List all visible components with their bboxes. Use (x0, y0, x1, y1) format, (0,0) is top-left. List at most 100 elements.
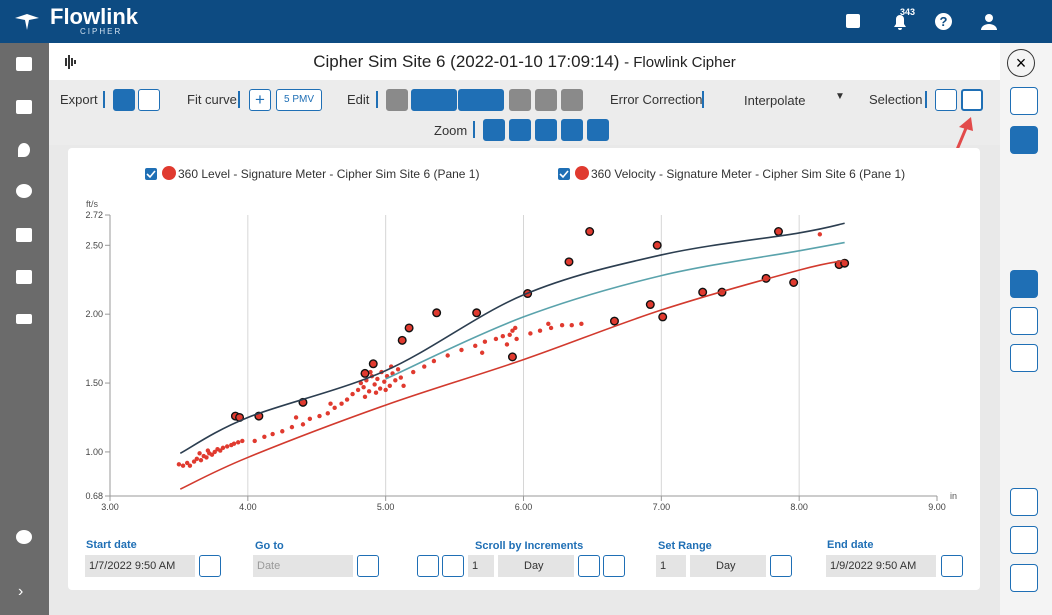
zoom-fit-button[interactable] (535, 119, 557, 141)
legend-swatch (162, 166, 176, 180)
scroll-unit-select[interactable]: Day (498, 555, 574, 577)
y-tick-label: 2.50 (85, 240, 103, 250)
copy-button[interactable] (1010, 564, 1038, 592)
data-point (507, 332, 512, 338)
nav-dashboard[interactable] (16, 57, 32, 71)
data-point (473, 343, 478, 349)
outlier-point (585, 227, 595, 237)
nav-reports[interactable] (16, 270, 32, 284)
outlier-point (397, 335, 407, 345)
outlier-point (698, 287, 708, 297)
fit-curve (385, 241, 845, 380)
window-title: Cipher Sim Site 6 (2022-01-10 17:09:14) (313, 52, 620, 71)
notification-count: 343 (900, 7, 916, 17)
data-point (537, 328, 543, 333)
undo-button[interactable] (509, 89, 531, 111)
data-point (479, 350, 485, 355)
data-point (559, 322, 565, 328)
zoom-home-all-button[interactable] (509, 119, 531, 141)
help-icon[interactable]: ? (935, 13, 952, 30)
range-enter-button[interactable] (770, 555, 792, 577)
edit-horizontal-button[interactable] (411, 89, 457, 111)
outlier-point (645, 300, 655, 310)
outlier-point (652, 240, 662, 250)
edit-vertical-button[interactable] (458, 89, 504, 111)
data-point (350, 391, 355, 397)
range-label: Set Range (658, 540, 712, 552)
data-point (355, 387, 361, 393)
legend-swatch (575, 166, 589, 180)
data-point (325, 411, 330, 416)
export-list-button[interactable] (138, 89, 160, 111)
user-icon[interactable] (980, 13, 998, 31)
add-curve-button[interactable]: + (249, 89, 271, 111)
pmv-dropdown[interactable]: 5 PMV (276, 89, 322, 111)
nav-expand[interactable]: › (18, 583, 24, 600)
data-point (231, 441, 237, 446)
logo-mark (15, 14, 39, 30)
save-button[interactable] (113, 89, 135, 111)
data-point (493, 336, 499, 342)
data-point (180, 463, 186, 468)
top-bar: Flowlink CIPHER 343 ? (0, 0, 1052, 43)
close-button[interactable]: × (1007, 49, 1035, 77)
edit-save-button[interactable] (535, 89, 557, 111)
nav-location[interactable] (18, 143, 30, 157)
separator (376, 91, 378, 108)
x-unit: in (950, 491, 957, 501)
data-point (817, 232, 823, 237)
zoom-home-button[interactable] (483, 119, 505, 141)
edit-reset-button[interactable] (386, 89, 408, 111)
data-point (235, 440, 241, 445)
start-date-calendar[interactable] (199, 555, 221, 577)
record-button[interactable] (1010, 87, 1038, 115)
data-point (328, 401, 333, 406)
select-points-button[interactable] (961, 89, 983, 111)
goto-enter-button[interactable] (357, 555, 379, 577)
range-count[interactable]: 1 (656, 555, 686, 577)
interpolate-dropdown[interactable]: Interpolate (744, 93, 806, 108)
clipboard-button[interactable] (1010, 526, 1038, 554)
chart-view-button[interactable] (1010, 270, 1038, 298)
nav-analytics[interactable] (16, 228, 32, 242)
data-point (270, 431, 275, 437)
goto-select[interactable]: Date (253, 555, 353, 577)
data-point (293, 415, 299, 420)
calendar-view-button[interactable] (1010, 307, 1038, 335)
scroll-prev-button[interactable] (442, 555, 464, 577)
cancel-button[interactable] (561, 89, 583, 111)
report-icon[interactable] (846, 14, 860, 28)
y-tick-label: 2.72 (85, 210, 103, 220)
data-point (445, 353, 450, 358)
error-correction-label: Error Correction (610, 92, 703, 107)
data-point (377, 386, 383, 391)
scroll-count[interactable]: 1 (468, 555, 494, 577)
nav-map[interactable] (16, 100, 32, 114)
outlier-point (404, 323, 414, 333)
bell-icon[interactable] (890, 12, 910, 32)
data-point (422, 364, 427, 369)
select-box-button[interactable] (935, 89, 957, 111)
end-date-calendar[interactable] (941, 555, 963, 577)
data-point (262, 434, 267, 439)
zoom-in-button[interactable] (561, 119, 583, 141)
end-date-input[interactable]: 1/9/2022 9:50 AM (826, 555, 936, 577)
start-date-input[interactable]: 1/7/2022 9:50 AM (85, 555, 195, 577)
edit-button[interactable] (1010, 126, 1038, 154)
data-point (339, 401, 344, 406)
scroll-last-button[interactable] (603, 555, 625, 577)
table-view-button[interactable] (1010, 344, 1038, 372)
scroll-first-button[interactable] (417, 555, 439, 577)
data-point (546, 321, 551, 327)
y-unit: ft/s (86, 199, 99, 209)
zoom-out-button[interactable] (587, 119, 609, 141)
settings-button[interactable] (1010, 488, 1038, 516)
x-tick-label: 6.00 (515, 502, 533, 512)
nav-settings[interactable] (16, 530, 32, 544)
nav-users[interactable] (16, 314, 32, 324)
range-unit-select[interactable]: Day (690, 555, 766, 577)
nav-alarm[interactable] (16, 184, 32, 198)
data-point (361, 384, 366, 390)
scroll-next-button[interactable] (578, 555, 600, 577)
outlier-point (507, 352, 517, 362)
